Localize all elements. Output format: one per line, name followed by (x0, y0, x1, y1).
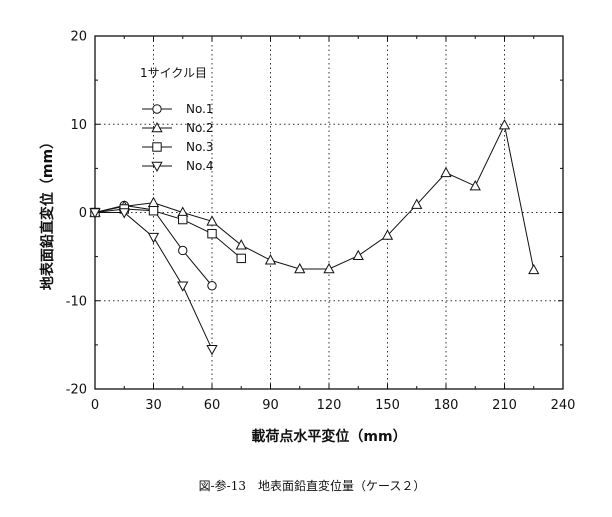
series-group (89, 119, 540, 356)
legend-item: No.2 (142, 121, 214, 135)
data-point (148, 206, 159, 216)
y-tick-label: 20 (70, 30, 87, 45)
data-point (236, 253, 246, 264)
data-point (118, 208, 130, 219)
data-point (152, 104, 162, 114)
x-tick-label: 210 (492, 398, 517, 413)
y-axis-title: 地表面鉛直変位（mm） (39, 135, 56, 290)
legend-label: No.3 (186, 140, 214, 154)
data-point (152, 142, 162, 152)
series-line (94, 123, 535, 270)
data-point (440, 166, 452, 178)
series-line (94, 208, 242, 259)
x-tick-label: 150 (375, 398, 400, 413)
data-point (178, 214, 188, 225)
axis-ticks: 0 30 60 90 120 150 180 210 240 20 10 0 -10 -20 (66, 30, 576, 414)
grid (95, 36, 563, 389)
legend-title: 1サイクル目 (140, 66, 207, 80)
x-axis-title: 載荷点水平変位（mm） (251, 428, 406, 445)
y-tick-label: 0 (79, 206, 87, 221)
data-point (235, 239, 247, 250)
data-point (528, 263, 540, 275)
data-point (207, 281, 217, 291)
data-point (264, 254, 277, 265)
figure-caption: 図-参-13 地表面鉛直変位量（ケース２） (199, 478, 426, 493)
data-point (381, 229, 394, 240)
x-tick-label: 30 (145, 398, 162, 413)
data-point (207, 228, 217, 239)
x-tick-label: 120 (317, 398, 342, 413)
y-tick-label: 10 (70, 118, 87, 133)
data-point (206, 215, 218, 226)
legend-label: No.1 (186, 102, 214, 116)
data-point (323, 262, 335, 274)
data-point (178, 245, 188, 256)
x-tick-label: 240 (551, 398, 576, 413)
data-point (498, 119, 511, 130)
data-point (177, 281, 189, 292)
x-tick-label: 180 (434, 398, 459, 413)
data-point (147, 196, 160, 208)
data-point (411, 198, 423, 209)
legend-item: No.3 (142, 140, 214, 154)
data-point (206, 344, 218, 356)
data-point (151, 121, 163, 133)
data-point (352, 249, 364, 261)
data-point (147, 232, 160, 244)
legend: 1サイクル目 No.1 No.2 No.3 No.4 (140, 66, 214, 173)
y-tick-label: -20 (66, 383, 87, 398)
y-tick-label: -10 (66, 294, 87, 309)
series (89, 208, 218, 356)
data-point (469, 179, 481, 191)
x-tick-label: 0 (91, 398, 99, 413)
legend-item: No.4 (142, 159, 214, 173)
x-tick-label: 60 (204, 398, 221, 413)
x-tick-label: 90 (262, 398, 279, 413)
series (90, 204, 246, 264)
legend-item: No.1 (142, 102, 214, 116)
data-point (89, 208, 101, 219)
data-point (294, 262, 306, 274)
legend-label: No.2 (186, 121, 214, 135)
legend-label: No.4 (186, 159, 214, 173)
series (89, 119, 540, 275)
data-point (151, 161, 163, 173)
